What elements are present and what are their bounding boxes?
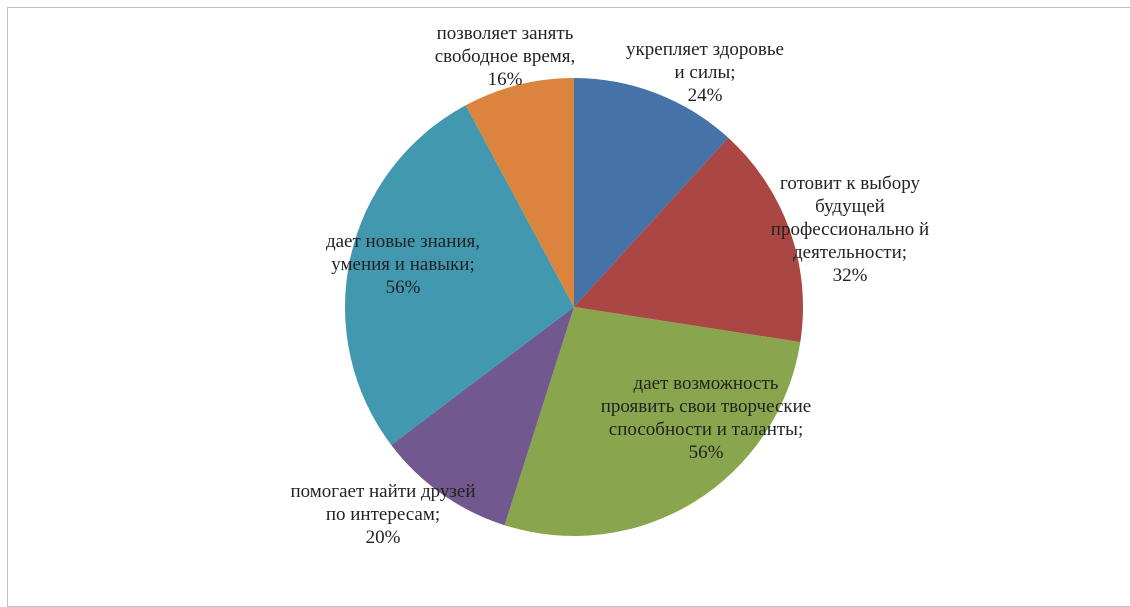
pie-slice [504,307,801,537]
label-name: готовит к выбору будущей профессионально… [770,173,930,263]
label-value: 24% [687,85,723,106]
data-label: позволяет занять свободное время, 16% [400,22,610,91]
label-value: 56% [688,442,724,463]
pie-slice [465,78,574,307]
data-label: дает возможность проявить свои творчески… [596,372,816,464]
data-label: готовит к выбору будущей профессионально… [750,172,950,287]
data-label: укрепляет здоровье и силы; 24% [625,38,785,107]
label-name: помогает найти друзей по интересам; [290,481,476,525]
label-value: 32% [832,265,868,286]
chart: укрепляет здоровье и силы; 24% готовит к в… [7,7,1130,607]
pie-slice [574,137,804,343]
label-name: дает новые знания, умения и навыки; [325,231,481,275]
pie-slice [391,307,574,526]
pie-area [345,78,804,537]
data-label: помогает найти друзей по интересам; 20% [288,480,478,549]
pie-slice [574,78,729,307]
pie-slice [345,105,574,446]
label-name: дает возможность проявить свои творчески… [600,373,812,440]
data-label: дает новые знания, умения и навыки; 56% [303,230,503,299]
label-value: 16% [487,69,523,90]
label-name: позволяет занять свободное время, [434,23,576,67]
label-value: 20% [365,527,401,548]
label-value: 56% [385,277,421,298]
label-name: укрепляет здоровье и силы; [626,39,784,83]
